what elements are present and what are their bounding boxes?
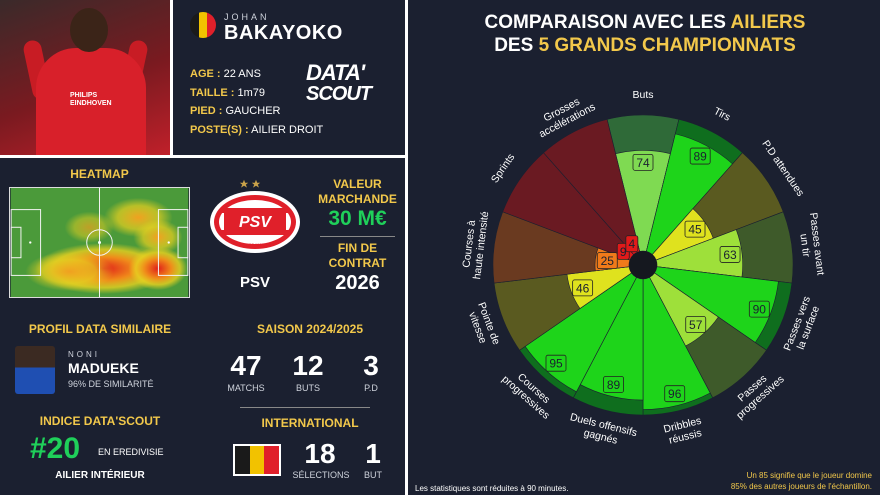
radar-value-label-box (632, 153, 654, 171)
rank-role: AILIER INTÉRIEUR (55, 470, 145, 481)
psv-crest-sub: EST 1913 (246, 242, 264, 247)
chart-title-line2: DES 5 GRANDS CHAMPIONNATS (494, 35, 796, 56)
position-row: POSTE(S) : AILIER DROIT (190, 124, 324, 136)
radar-value-label-box (689, 147, 711, 165)
radar-value-label-box (748, 300, 770, 318)
radar-value-label-box (719, 246, 741, 263)
radar-value-label: 95 (549, 357, 563, 371)
assists-label: P.D (364, 383, 378, 393)
value-divider (320, 236, 395, 237)
caps-label: SÉLECTIONS (292, 470, 350, 480)
league-name: EN EREDIVISIE (98, 447, 164, 457)
radar-value-label-box (664, 385, 686, 403)
radar-value-label: 25 (601, 254, 615, 268)
radar-category-label: Buts (632, 89, 653, 101)
similar-player-avatar (15, 346, 55, 394)
radar-value-label: 96 (668, 387, 682, 401)
player-first-name: JOHAN (224, 12, 270, 22)
matches-label: MATCHS (227, 383, 265, 393)
radar-value-label-box (603, 376, 624, 393)
radar-value-label-box (685, 316, 707, 333)
radar-value-label: 57 (689, 318, 703, 332)
chart-title-line1: COMPARAISON AVEC LES AILIERS (484, 12, 806, 33)
radar-category-label: Duels offensifsgagnés (566, 411, 638, 451)
heatmap-pitch (9, 187, 190, 298)
radar-category-label: Tirs (712, 105, 733, 124)
caps-count: 18 (304, 438, 336, 469)
player-photo: PHILIPS EINDHOVEN (0, 0, 170, 155)
intl-divider (240, 407, 370, 408)
radar-value-label: 63 (723, 248, 737, 262)
season-title: SAISON 2024/2025 (256, 322, 364, 336)
radar-value-label: 9 (620, 245, 627, 259)
contract-end-year: 2026 (335, 272, 380, 294)
radar-value-label-box (572, 279, 594, 297)
similar-last-name: MADUEKE (68, 360, 139, 376)
radar-value-label: 89 (693, 150, 707, 164)
radar-value-label-box (596, 252, 618, 270)
matches-count: 47 (230, 350, 262, 381)
radar-category-label: Sprints (489, 152, 517, 186)
intl-goals-count: 1 (365, 438, 381, 469)
radar-value-label: 4 (629, 237, 636, 251)
horizontal-divider-top (0, 155, 405, 158)
vertical-divider (405, 0, 408, 495)
shirt-sponsor: PHILIPS EINDHOVEN (70, 92, 112, 107)
radar-value-label-box (545, 354, 567, 372)
intl-goals-label: BUT (364, 470, 382, 480)
radar-value-label-box (625, 235, 639, 253)
foot-row: PIED : GAUCHER (190, 105, 281, 117)
similarity-percent: 96% DE SIMILARITÉ (68, 379, 154, 389)
contract-end-title: FIN DE CONTRAT (328, 241, 387, 270)
radar-category-label: Pointe devitesse (464, 301, 502, 351)
belgium-flag-icon (190, 12, 216, 38)
goals-label: BUTS (295, 383, 320, 393)
international-title: INTERNATIONAL (261, 416, 359, 430)
assists-count: 3 (363, 350, 379, 381)
radar-value-label: 90 (753, 303, 767, 317)
footnote-right: Un 85 signifie que le joueur domine 85% … (730, 471, 872, 491)
radar-value-label: 46 (576, 281, 590, 295)
height-row: TAILLE : 1m79 (190, 87, 265, 99)
goals-count: 12 (292, 350, 324, 381)
belgium-flag-large-icon (233, 444, 281, 476)
photo-divider (170, 0, 173, 155)
market-value-title: VALEUR MARCHANDE (318, 177, 397, 206)
age-row: AGE : 22 ANS (190, 68, 261, 80)
player-last-name: BAKAYOKO (224, 22, 343, 44)
heatmap-title: HEATMAP (70, 167, 129, 181)
radar-value-label-box (684, 220, 706, 238)
psv-crest-text: PSV (239, 214, 272, 231)
league-rank: #20 (30, 432, 81, 465)
index-title: INDICE DATA'SCOUT (39, 414, 161, 428)
radar-value-label: 45 (688, 223, 702, 237)
similar-first-name: NONI (68, 350, 100, 359)
radar-category-label: Courses àhaute intensité (459, 209, 491, 280)
footnote-left: Les statistiques sont réduites à 90 minu… (415, 484, 569, 493)
psv-crest-icon: PSV EST 1913 (210, 179, 300, 253)
similar-profile-title: PROFIL DATA SIMILAIRE (28, 322, 172, 336)
club-name: PSV (239, 274, 270, 291)
radar-value-label: 89 (607, 378, 621, 392)
radar-category-label: Dribblesréussis (662, 415, 705, 448)
market-value: 30 M€ (328, 207, 387, 230)
radar-value-label: 74 (636, 156, 650, 170)
radar-category-label: Passes avantun tir (795, 212, 826, 278)
radar-center-hub (629, 251, 657, 279)
datascout-logo: DATA' SCOUT (306, 60, 372, 105)
